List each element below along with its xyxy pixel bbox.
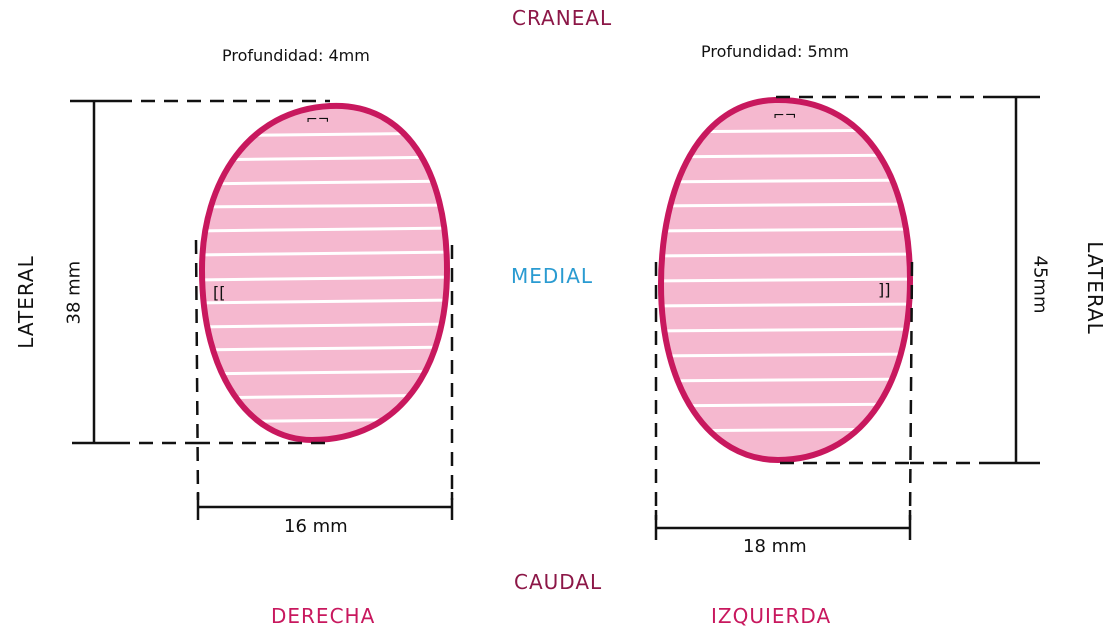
left-top-bracket: ⌐¬ — [306, 112, 330, 128]
left-dashed-guides — [116, 99, 454, 501]
right-depth-label: Profundidad: 5mm — [701, 42, 849, 61]
left-lateral-label: LATERAL — [14, 255, 38, 349]
right-dashed-guides — [654, 95, 993, 521]
right-height-label: 45mm — [1029, 255, 1051, 314]
right-side-bracket: ]] — [878, 280, 891, 299]
left-measure-lines — [70, 99, 454, 520]
medial-label: MEDIAL — [511, 264, 594, 288]
left-kidney-outline — [198, 102, 451, 444]
left-side-label: IZQUIERDA — [711, 604, 832, 628]
left-side-bracket: [[ — [213, 283, 226, 302]
right-measure-lines — [654, 95, 1040, 540]
right-side-label: DERECHA — [271, 604, 376, 628]
right-kidney-outline — [657, 96, 914, 464]
right-lateral-label: LATERAL — [1083, 241, 1107, 335]
right-width-label: 18 mm — [743, 536, 807, 557]
left-width-label: 16 mm — [284, 516, 348, 537]
caudal-label: CAUDAL — [514, 570, 603, 594]
right-kidney — [657, 96, 914, 464]
left-kidney-fill — [202, 105, 447, 441]
left-depth-label: Profundidad: 4mm — [222, 46, 370, 65]
left-kidney — [198, 102, 451, 444]
left-height-label: 38 mm — [63, 260, 85, 325]
craneal-label: CRANEAL — [512, 6, 613, 30]
right-top-bracket: ⌐¬ — [773, 108, 797, 124]
